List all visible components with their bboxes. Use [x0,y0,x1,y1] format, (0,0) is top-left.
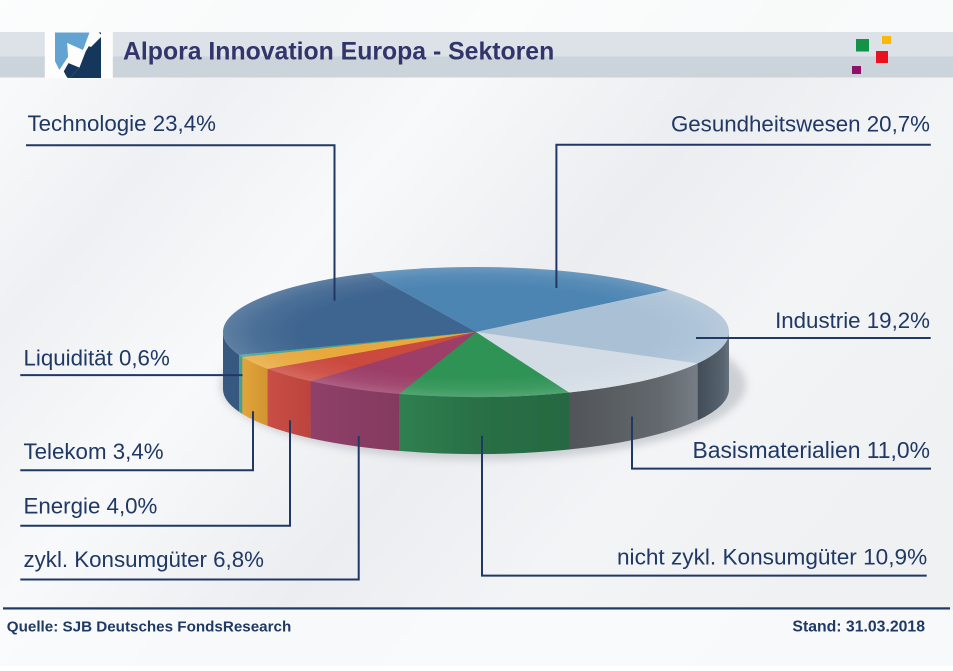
svg-text:Telekom 3,4%: Telekom 3,4% [24,439,164,464]
svg-text:Quelle: SJB Deutsches FondsRes: Quelle: SJB Deutsches FondsResearch [7,619,291,636]
svg-text:Stand: 31.03.2018: Stand: 31.03.2018 [792,619,925,636]
svg-text:Energie 4,0%: Energie 4,0% [24,493,158,518]
svg-text:Technologie 23,4%: Technologie 23,4% [28,111,217,136]
svg-text:Liquidität 0,6%: Liquidität 0,6% [24,346,170,371]
svg-text:Alpora Innovation Europa - Sek: Alpora Innovation Europa - Sektoren [123,39,554,66]
svg-text:Industrie 19,2%: Industrie 19,2% [775,308,930,333]
svg-text:nicht zykl. Konsumgüter 10,9%: nicht zykl. Konsumgüter 10,9% [617,544,927,569]
svg-text:Gesundheitswesen 20,7%: Gesundheitswesen 20,7% [671,112,930,137]
svg-text:Basismaterialien 11,0%: Basismaterialien 11,0% [692,437,930,463]
svg-text:zykl. Konsumgüter 6,8%: zykl. Konsumgüter 6,8% [24,547,265,572]
